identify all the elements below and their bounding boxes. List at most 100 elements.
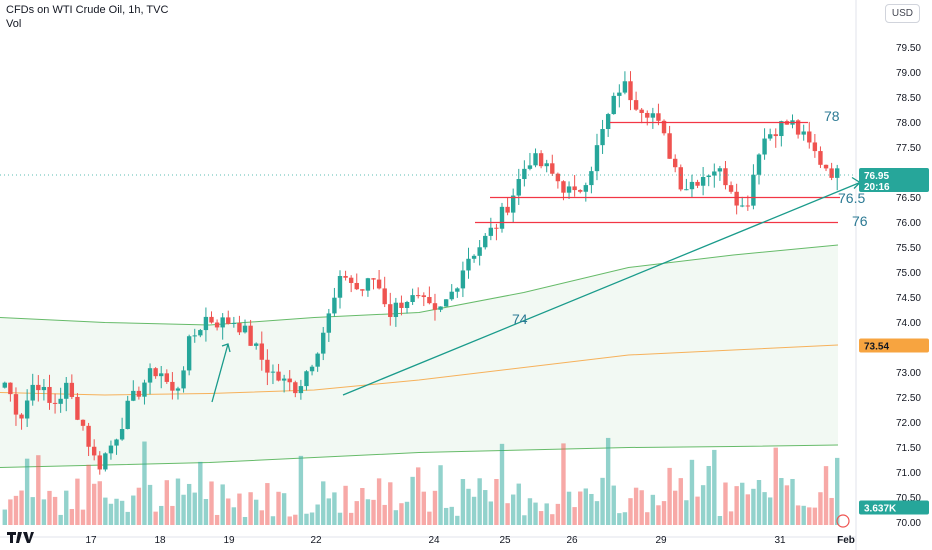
candle-body (712, 171, 717, 176)
volume-bar (142, 441, 147, 525)
volume-bar (516, 483, 521, 525)
volume-bar (566, 491, 572, 525)
volume-bar (326, 498, 332, 525)
volume-bar (147, 484, 153, 525)
volume-bar (321, 481, 326, 525)
volume-bar (293, 514, 298, 525)
candle-body (466, 258, 471, 271)
candle-body (695, 181, 700, 186)
y-tick-label: 74.00 (896, 318, 921, 329)
candle-body (767, 134, 773, 139)
candle-body (30, 384, 35, 401)
volume-bar (829, 497, 834, 525)
volume-bar (561, 443, 566, 525)
candle-body (326, 313, 332, 333)
volume-bar (605, 437, 611, 525)
volume-bar (684, 500, 689, 525)
series-line-2 (0, 444, 839, 468)
candle-body (818, 151, 823, 165)
volume-bar (119, 500, 125, 525)
y-tick-label: 79.00 (896, 68, 921, 79)
volume-bar (47, 490, 52, 525)
candle-body (186, 336, 192, 371)
y-tick-label: 76.50 (896, 193, 921, 204)
x-tick-label: 17 (85, 535, 97, 546)
volume-bar (555, 503, 561, 525)
volume-bar (226, 498, 231, 525)
impulse-arrow-icon (211, 343, 231, 403)
candle-body (371, 278, 376, 280)
candle-body (566, 186, 572, 193)
candle-body (13, 394, 19, 415)
y-tick-label: 74.50 (896, 293, 921, 304)
candle-body (203, 316, 209, 331)
volume-bar (203, 499, 209, 525)
y-tick-label: 75.00 (896, 268, 921, 279)
volume-bar (270, 516, 276, 525)
tradingview-logo-icon (7, 532, 34, 543)
candle-body (259, 343, 264, 360)
candle-body (494, 227, 499, 229)
volume-bar (477, 478, 482, 525)
volume-bar (2, 509, 7, 525)
volume-bar (309, 512, 315, 525)
x-tick-label: 29 (655, 535, 667, 546)
volume-bar (633, 487, 639, 525)
candle-body (589, 171, 594, 186)
trend-line (342, 181, 861, 396)
volume-bar (661, 501, 667, 525)
candle-body (237, 322, 242, 333)
candle-body (656, 113, 661, 121)
candle-body (605, 114, 611, 130)
candle-body (835, 168, 840, 178)
candle-body (583, 185, 588, 192)
candle-body (678, 167, 683, 190)
candle-body (639, 109, 644, 113)
candle-body (58, 398, 63, 404)
y-tick-label: 79.50 (896, 43, 921, 54)
volume-bar (248, 492, 253, 525)
y-tick-label: 70.50 (896, 493, 921, 504)
candle-body (348, 277, 354, 283)
candle-body (36, 384, 41, 391)
y-tick-label: 78.50 (896, 93, 921, 104)
volume-bar (254, 499, 259, 525)
volume-bar (91, 483, 97, 525)
currency-button[interactable]: USD (884, 4, 920, 23)
volume-value-tag-bg (859, 500, 929, 515)
volume-bar (673, 490, 678, 525)
candle-body (416, 295, 421, 297)
volume-bar (740, 482, 745, 525)
volume-bar (583, 488, 588, 525)
y-tick-label: 76.00 (896, 218, 921, 229)
volume-bar (645, 512, 650, 525)
candle-body (510, 195, 516, 213)
candle-body (91, 446, 97, 456)
volume-bar (30, 497, 35, 525)
x-tick-label: 24 (428, 535, 440, 546)
candle-body (745, 205, 751, 207)
candle-body (410, 295, 415, 302)
volume-bar (8, 499, 13, 525)
volume-bar (265, 483, 270, 525)
candle-body (533, 153, 538, 166)
volume-bar (835, 457, 840, 525)
volume-bar (449, 506, 454, 525)
y-tick-label: 71.00 (896, 468, 921, 479)
candle-body (572, 186, 577, 191)
volume-bar (360, 488, 365, 525)
volume-bar (700, 485, 706, 525)
candle-body (125, 400, 130, 429)
volume-bar (471, 496, 477, 525)
candle-body (214, 322, 220, 328)
replay-icon (836, 514, 850, 528)
ma-value-tag: 73.54 (864, 342, 889, 353)
candle-body (226, 317, 231, 324)
candle-body (617, 92, 622, 96)
candle-body (578, 190, 583, 192)
candle-body (740, 205, 745, 207)
volume-bar (192, 492, 197, 525)
candle-body (706, 175, 711, 178)
volume-bar (706, 465, 711, 525)
